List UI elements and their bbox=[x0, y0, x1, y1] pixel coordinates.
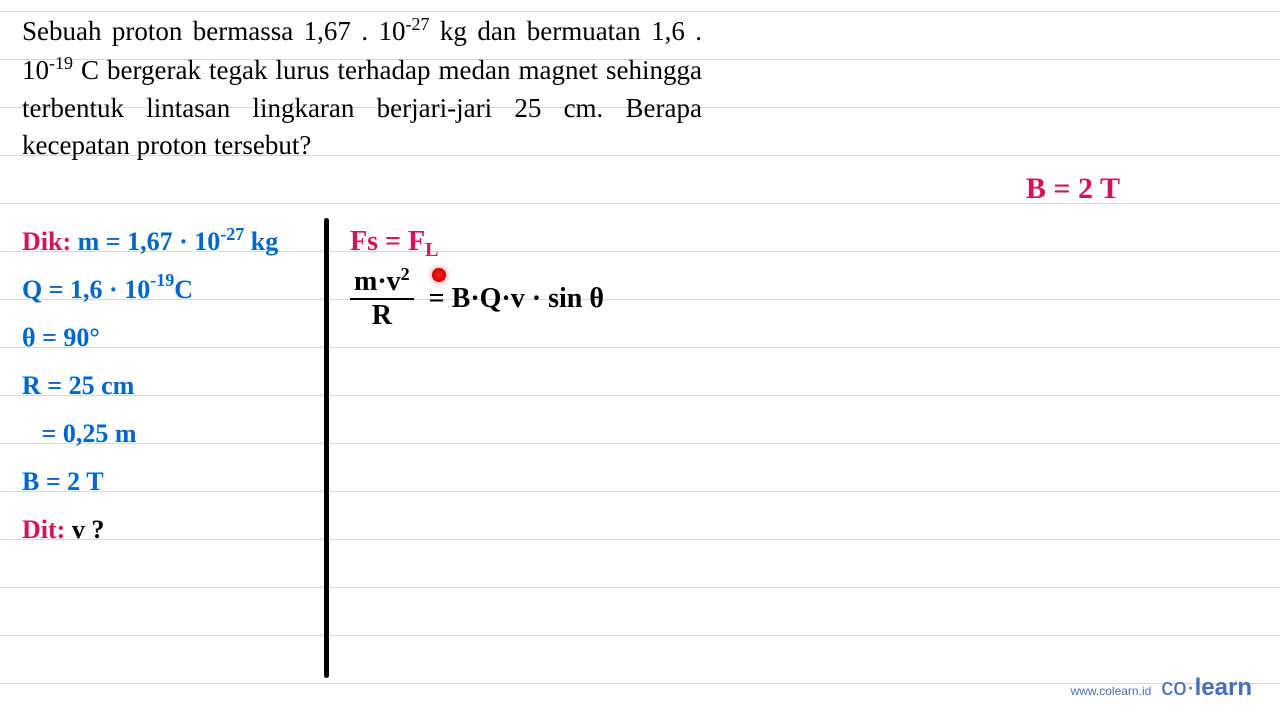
question-text: Sebuah proton bermassa 1,67 . 10-27 kg d… bbox=[22, 12, 702, 165]
given-r-cm: R = 25 cm bbox=[22, 362, 322, 410]
dik-line: Dik: m = 1,67 · 10-27 kg bbox=[22, 218, 322, 266]
eq1-rhs: FL bbox=[408, 226, 438, 258]
vertical-divider bbox=[324, 218, 329, 678]
dit-label: Dit: bbox=[22, 515, 65, 545]
equation-forces: Fs = FL bbox=[350, 218, 604, 266]
asked-value: v ? bbox=[72, 515, 105, 545]
note-b-equals-2t: B = 2 T bbox=[1026, 172, 1120, 206]
eq2-rhs: B·Q·v · sin θ bbox=[452, 283, 604, 315]
given-b: B = 2 T bbox=[22, 458, 322, 506]
equation-centripetal: m·v2 R = B·Q·v · sin θ bbox=[350, 266, 604, 332]
dit-line: Dit: v ? bbox=[22, 506, 322, 554]
logo-bold: learn bbox=[1195, 674, 1252, 701]
laser-pointer-icon bbox=[432, 268, 446, 282]
work-column: Fs = FL m·v2 R = B·Q·v · sin θ bbox=[350, 218, 604, 332]
given-r-m: = 0,25 m bbox=[22, 410, 322, 458]
given-q: Q = 1,6 · 10-19 C bbox=[22, 266, 322, 314]
eq1-lhs: Fs bbox=[350, 226, 378, 258]
frac-bot: R bbox=[368, 300, 396, 332]
dik-label: Dik: bbox=[22, 227, 71, 257]
footer-url: www.colearn.id bbox=[1071, 684, 1152, 698]
logo-prefix: co· bbox=[1161, 674, 1194, 701]
given-column: Dik: m = 1,67 · 10-27 kg Q = 1,6 · 10-19… bbox=[22, 218, 322, 554]
given-m: m = 1,67 · 10-27 kg bbox=[78, 227, 279, 257]
frac-top: m·v2 bbox=[350, 266, 414, 300]
fraction-mv2-r: m·v2 R bbox=[350, 266, 414, 332]
footer: www.colearn.id co·learn bbox=[1071, 674, 1252, 702]
given-theta: θ = 90° bbox=[22, 314, 322, 362]
colearn-logo: co·learn bbox=[1161, 674, 1252, 702]
